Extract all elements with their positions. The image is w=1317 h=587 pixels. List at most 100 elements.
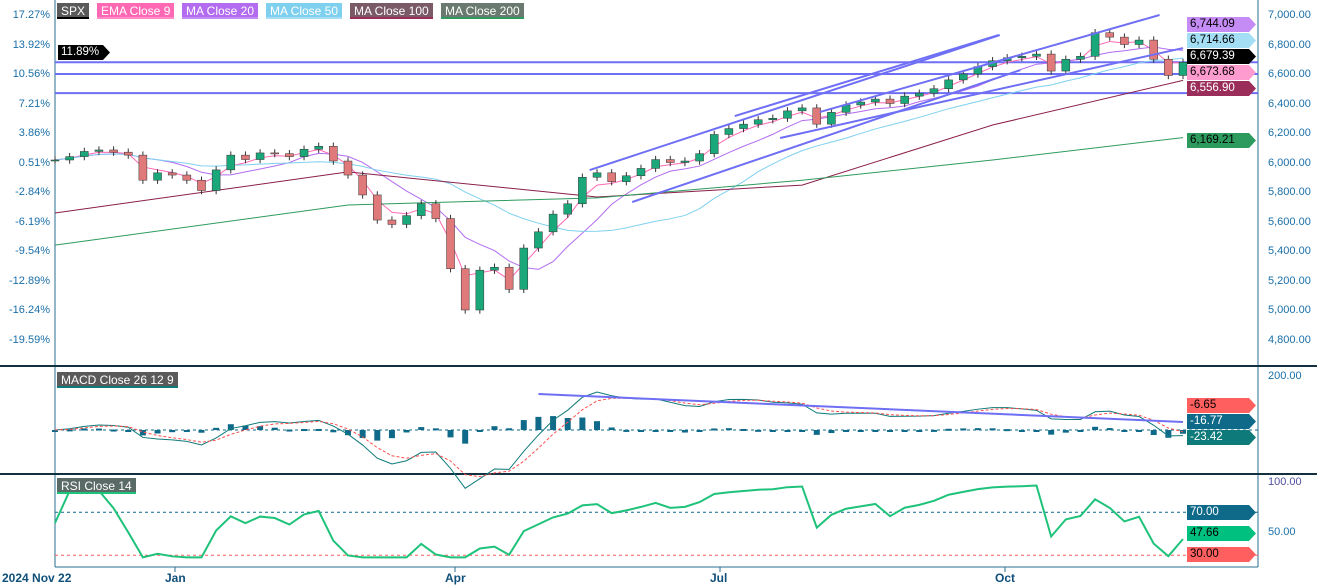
macd-histogram-bar: [183, 430, 190, 432]
candle: [197, 179, 206, 191]
candle: [900, 95, 909, 104]
right-axis-tick: 5,600.00: [1268, 215, 1311, 228]
candle: [724, 128, 734, 135]
macd-histogram-bar: [432, 428, 439, 431]
candle: [1178, 62, 1188, 76]
right-axis-tick: 5,000.00: [1268, 304, 1311, 316]
time-axis-tick: Apr: [445, 571, 466, 585]
left-axis-tick: -2.84%: [15, 186, 50, 198]
macd-histogram-bar: [271, 427, 278, 430]
candle: [138, 154, 148, 181]
rsi-oversold-label: 30.00: [1187, 547, 1256, 562]
candle: [944, 79, 953, 90]
macd-histogram-bar: [887, 430, 894, 432]
macd-histogram-bar: [95, 428, 102, 431]
legend-item: MA Close 200: [441, 3, 524, 19]
candle: [123, 151, 133, 156]
macd-histogram-bar: [960, 428, 967, 431]
time-axis-tick: Jul: [710, 571, 728, 585]
macd-histogram-bar: [227, 424, 234, 430]
macd-histogram-bar: [1180, 430, 1186, 434]
candle: [1105, 32, 1115, 38]
candle: [167, 172, 177, 176]
macd-histogram-bar: [476, 430, 483, 432]
candle: [636, 168, 646, 177]
left-axis-tick: 3.86%: [18, 127, 50, 139]
candle: [929, 88, 939, 94]
macd-histogram-bar: [594, 421, 601, 430]
time-axis-tick: Oct: [995, 571, 1016, 585]
macd-histogram-bar: [198, 430, 205, 433]
macd-histogram-bar: [388, 430, 395, 439]
trendline: [819, 14, 1160, 114]
macd-histogram-bar: [813, 430, 820, 435]
candle: [475, 269, 485, 311]
time-axis-tick: 2024 Nov 22: [2, 571, 72, 585]
macd-histogram-bar: [843, 430, 850, 432]
candle: [255, 152, 265, 160]
left-axis-tick: -6.19%: [15, 215, 50, 228]
candle: [797, 107, 807, 112]
candle: [739, 123, 748, 129]
candle: [534, 231, 543, 249]
macd-value-label: -23.42: [1187, 430, 1256, 445]
macd-histogram-bar: [403, 430, 410, 433]
left-axis-tick: -19.59%: [9, 333, 50, 346]
macd-histogram-bar: [301, 429, 308, 432]
candle: [211, 169, 221, 191]
left-axis-tick: 10.56%: [12, 68, 50, 80]
ma100-line: [54, 79, 1184, 214]
macd-histogram-bar: [696, 430, 703, 432]
macd-histogram-bar: [945, 428, 952, 431]
macd-histogram-bar: [315, 428, 322, 431]
candle: [504, 266, 514, 290]
macd-histogram-bar: [66, 429, 73, 432]
left-axis-tick: 0.51%: [18, 156, 50, 169]
macd-histogram-bar: [857, 430, 864, 432]
macd-histogram-bar: [930, 429, 937, 432]
macd-axis-top: 200.00: [1268, 370, 1302, 382]
trendline: [779, 47, 1184, 139]
candle: [416, 203, 426, 216]
candle: [856, 101, 865, 106]
macd-histogram-bar: [579, 417, 586, 430]
right-axis-tick: 5,400.00: [1268, 245, 1311, 257]
legend-item: MA Close 20: [182, 3, 259, 19]
candle: [65, 156, 74, 161]
macd-histogram-bar: [139, 430, 146, 436]
candle: [666, 159, 675, 163]
candle: [314, 146, 323, 150]
candle: [607, 172, 616, 182]
right-axis-tick: 6,600.00: [1268, 68, 1311, 80]
candle: [109, 149, 118, 153]
macd-histogram-bar: [872, 430, 879, 432]
macd-histogram-bar: [1048, 430, 1055, 435]
right-axis-tick: 7,000.00: [1268, 9, 1311, 21]
candle: [460, 268, 470, 311]
macd-histogram-bar: [711, 428, 718, 431]
macd-histogram-bar: [491, 426, 498, 430]
rsi-axis-top: 100.00: [1268, 476, 1302, 488]
legend-item: MA Close 50: [266, 3, 343, 19]
candle: [1046, 53, 1056, 72]
macd-histogram-bar: [1121, 430, 1128, 432]
candle: [241, 154, 250, 160]
candle: [373, 194, 382, 221]
candle: [226, 154, 236, 171]
candle: [153, 172, 162, 181]
price-label: 6,673.68: [1187, 65, 1256, 80]
macd-histogram-bar: [330, 430, 337, 433]
macd-histogram-bar: [359, 430, 366, 439]
candle: [285, 153, 294, 157]
macd-histogram-bar: [374, 430, 381, 441]
macd-histogram-bar: [462, 430, 469, 444]
rsi-overbought-label: 70.00: [1187, 505, 1256, 520]
legend-item: MA Close 100: [350, 3, 433, 19]
macd-histogram-bar: [81, 428, 88, 431]
candle: [1134, 39, 1144, 45]
macd-histogram-bar: [784, 430, 791, 432]
macd-histogram-bar: [447, 430, 454, 438]
price-label: 6,556.90: [1187, 81, 1256, 96]
macd-histogram-bar: [169, 430, 176, 433]
